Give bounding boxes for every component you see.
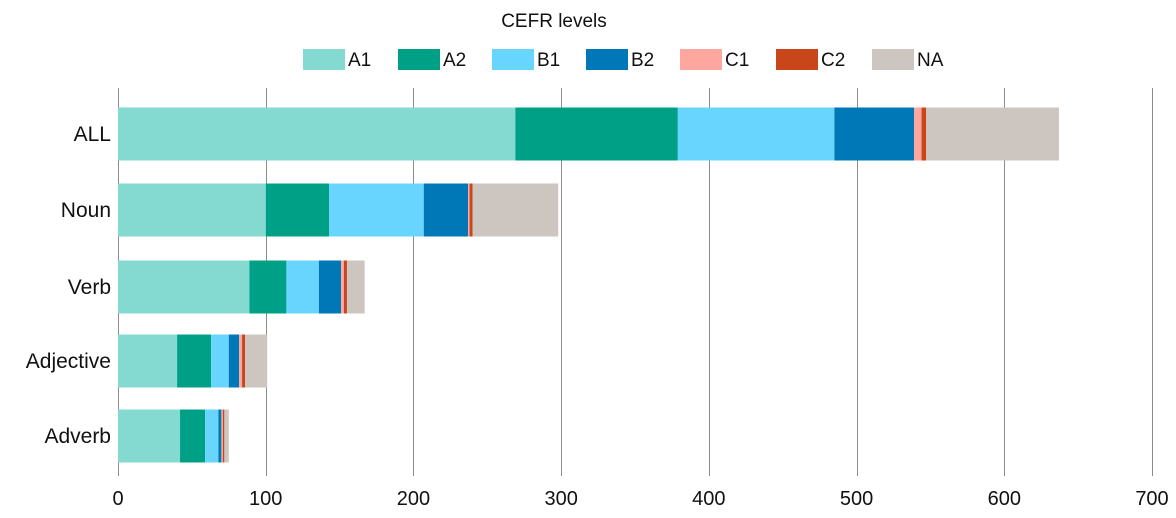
bar-adjective-a1 [118, 334, 178, 388]
x-tick-label-200: 200 [397, 488, 430, 510]
bar-group-adverb [118, 409, 229, 463]
bar-group-all [118, 107, 1059, 161]
bar-adverb-b2 [218, 409, 222, 463]
bar-adverb-a1 [118, 409, 181, 463]
category-label-adverb: Adverb [44, 425, 111, 448]
bar-group-verb [118, 260, 365, 314]
bar-noun-c1 [468, 183, 470, 237]
legend: A1 A2 B1 B2 C1 C2 NA [303, 49, 944, 71]
bar-all-a2 [515, 107, 678, 161]
bar-verb-a1 [118, 260, 250, 314]
bar-adjective-na [245, 334, 268, 388]
bar-noun-na [472, 183, 559, 237]
bar-adjective-c2 [242, 334, 246, 388]
x-tick-label-600: 600 [988, 488, 1021, 510]
category-label-noun: Noun [61, 199, 111, 222]
bar-group-adjective [118, 334, 268, 388]
bar-verb-b2 [318, 260, 342, 314]
bar-all-a1 [118, 107, 516, 161]
bar-adverb-c1 [221, 409, 223, 463]
bar-adjective-c1 [239, 334, 243, 388]
legend-item-a1: A1 [303, 49, 371, 71]
bars [118, 107, 1059, 463]
legend-label-a1: A1 [348, 50, 371, 71]
bar-all-b1 [677, 107, 835, 161]
bar-adjective-a2 [177, 334, 212, 388]
bar-noun-a2 [265, 183, 330, 237]
x-tick-label-0: 0 [112, 488, 123, 510]
x-tick-label-100: 100 [249, 488, 282, 510]
legend-swatch-b1 [492, 49, 534, 70]
x-axis-tick-labels: 0 100 200 300 400 500 600 700 [112, 488, 1168, 510]
legend-swatch-a2 [398, 49, 440, 70]
y-axis-category-labels: ALL Noun Verb Adjective Adverb [26, 123, 111, 448]
legend-swatch-a1 [303, 49, 345, 70]
bar-adverb-b1 [205, 409, 219, 463]
legend-swatch-c1 [680, 49, 722, 70]
bar-noun-b2 [423, 183, 469, 237]
bar-noun-a1 [118, 183, 266, 237]
bar-group-noun [118, 183, 559, 237]
bar-all-c2 [921, 107, 926, 161]
bar-verb-c2 [344, 260, 347, 314]
legend-item-c2: C2 [776, 49, 845, 71]
bar-verb-b1 [286, 260, 319, 314]
bar-all-c1 [914, 107, 922, 161]
x-tick-label-500: 500 [840, 488, 873, 510]
legend-item-a2: A2 [398, 49, 466, 71]
category-label-adjective: Adjective [26, 350, 111, 373]
bar-adverb-na [224, 409, 229, 463]
legend-item-c1: C1 [680, 49, 749, 71]
bar-verb-na [346, 260, 365, 314]
bar-noun-c2 [469, 183, 473, 237]
category-label-verb: Verb [68, 276, 111, 299]
bar-all-na [925, 107, 1059, 161]
bar-verb-c1 [341, 260, 345, 314]
legend-title: CEFR levels [501, 11, 607, 32]
legend-label-b2: B2 [631, 50, 654, 71]
legend-swatch-na [872, 49, 914, 70]
legend-item-b1: B1 [492, 49, 560, 71]
x-tick-label-300: 300 [544, 488, 577, 510]
legend-item-b2: B2 [586, 49, 654, 71]
bar-adverb-c2 [222, 409, 225, 463]
legend-swatch-c2 [776, 49, 818, 70]
legend-label-b1: B1 [537, 50, 560, 71]
bar-adjective-b1 [211, 334, 229, 388]
bar-adjective-b2 [228, 334, 240, 388]
bar-verb-a2 [249, 260, 287, 314]
bar-adverb-a2 [180, 409, 206, 463]
x-tick-label-700: 700 [1135, 488, 1168, 510]
bar-all-b2 [834, 107, 915, 161]
legend-label-a2: A2 [443, 50, 466, 71]
legend-label-na: NA [917, 50, 944, 71]
legend-swatch-b2 [586, 49, 628, 70]
bar-noun-b1 [329, 183, 424, 237]
legend-item-na: NA [872, 49, 944, 71]
category-label-all: ALL [74, 123, 111, 146]
x-tick-label-400: 400 [692, 488, 725, 510]
legend-label-c2: C2 [821, 50, 845, 71]
legend-label-c1: C1 [725, 50, 749, 71]
